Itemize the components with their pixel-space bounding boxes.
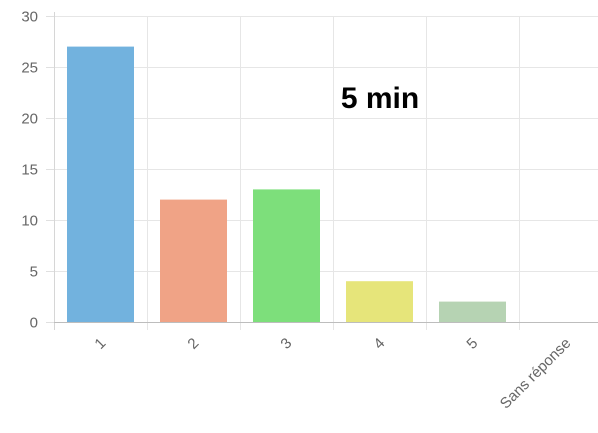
bar-3[interactable] — [253, 189, 320, 322]
bars — [67, 46, 506, 322]
x-tick-label: 2 — [184, 335, 202, 353]
grid-lines — [54, 16, 598, 330]
x-tick-label: 1 — [91, 335, 109, 353]
y-tick-label: 15 — [21, 162, 38, 179]
bar-5[interactable] — [439, 301, 506, 322]
bar-4[interactable] — [346, 281, 413, 322]
bar-2[interactable] — [160, 199, 227, 322]
x-tick-label: 5 — [463, 335, 481, 353]
y-axis-ticks: 0 5 10 15 20 25 30 — [21, 9, 54, 332]
x-tick-label: 3 — [277, 335, 295, 353]
x-tick-label: 4 — [370, 335, 388, 353]
y-tick-label: 20 — [21, 111, 38, 128]
y-tick-label: 30 — [21, 9, 38, 26]
x-tick-label: Sans réponse — [497, 335, 574, 412]
y-tick-label: 10 — [21, 213, 38, 230]
y-tick-label: 0 — [30, 315, 38, 332]
y-tick-label: 5 — [30, 264, 38, 281]
bar-1[interactable] — [67, 46, 134, 322]
chart-annotation: 5 min — [341, 82, 419, 115]
y-tick-label: 25 — [21, 60, 38, 77]
axes — [54, 12, 598, 330]
x-axis-ticks: 1 2 3 4 5 Sans réponse — [91, 335, 574, 412]
